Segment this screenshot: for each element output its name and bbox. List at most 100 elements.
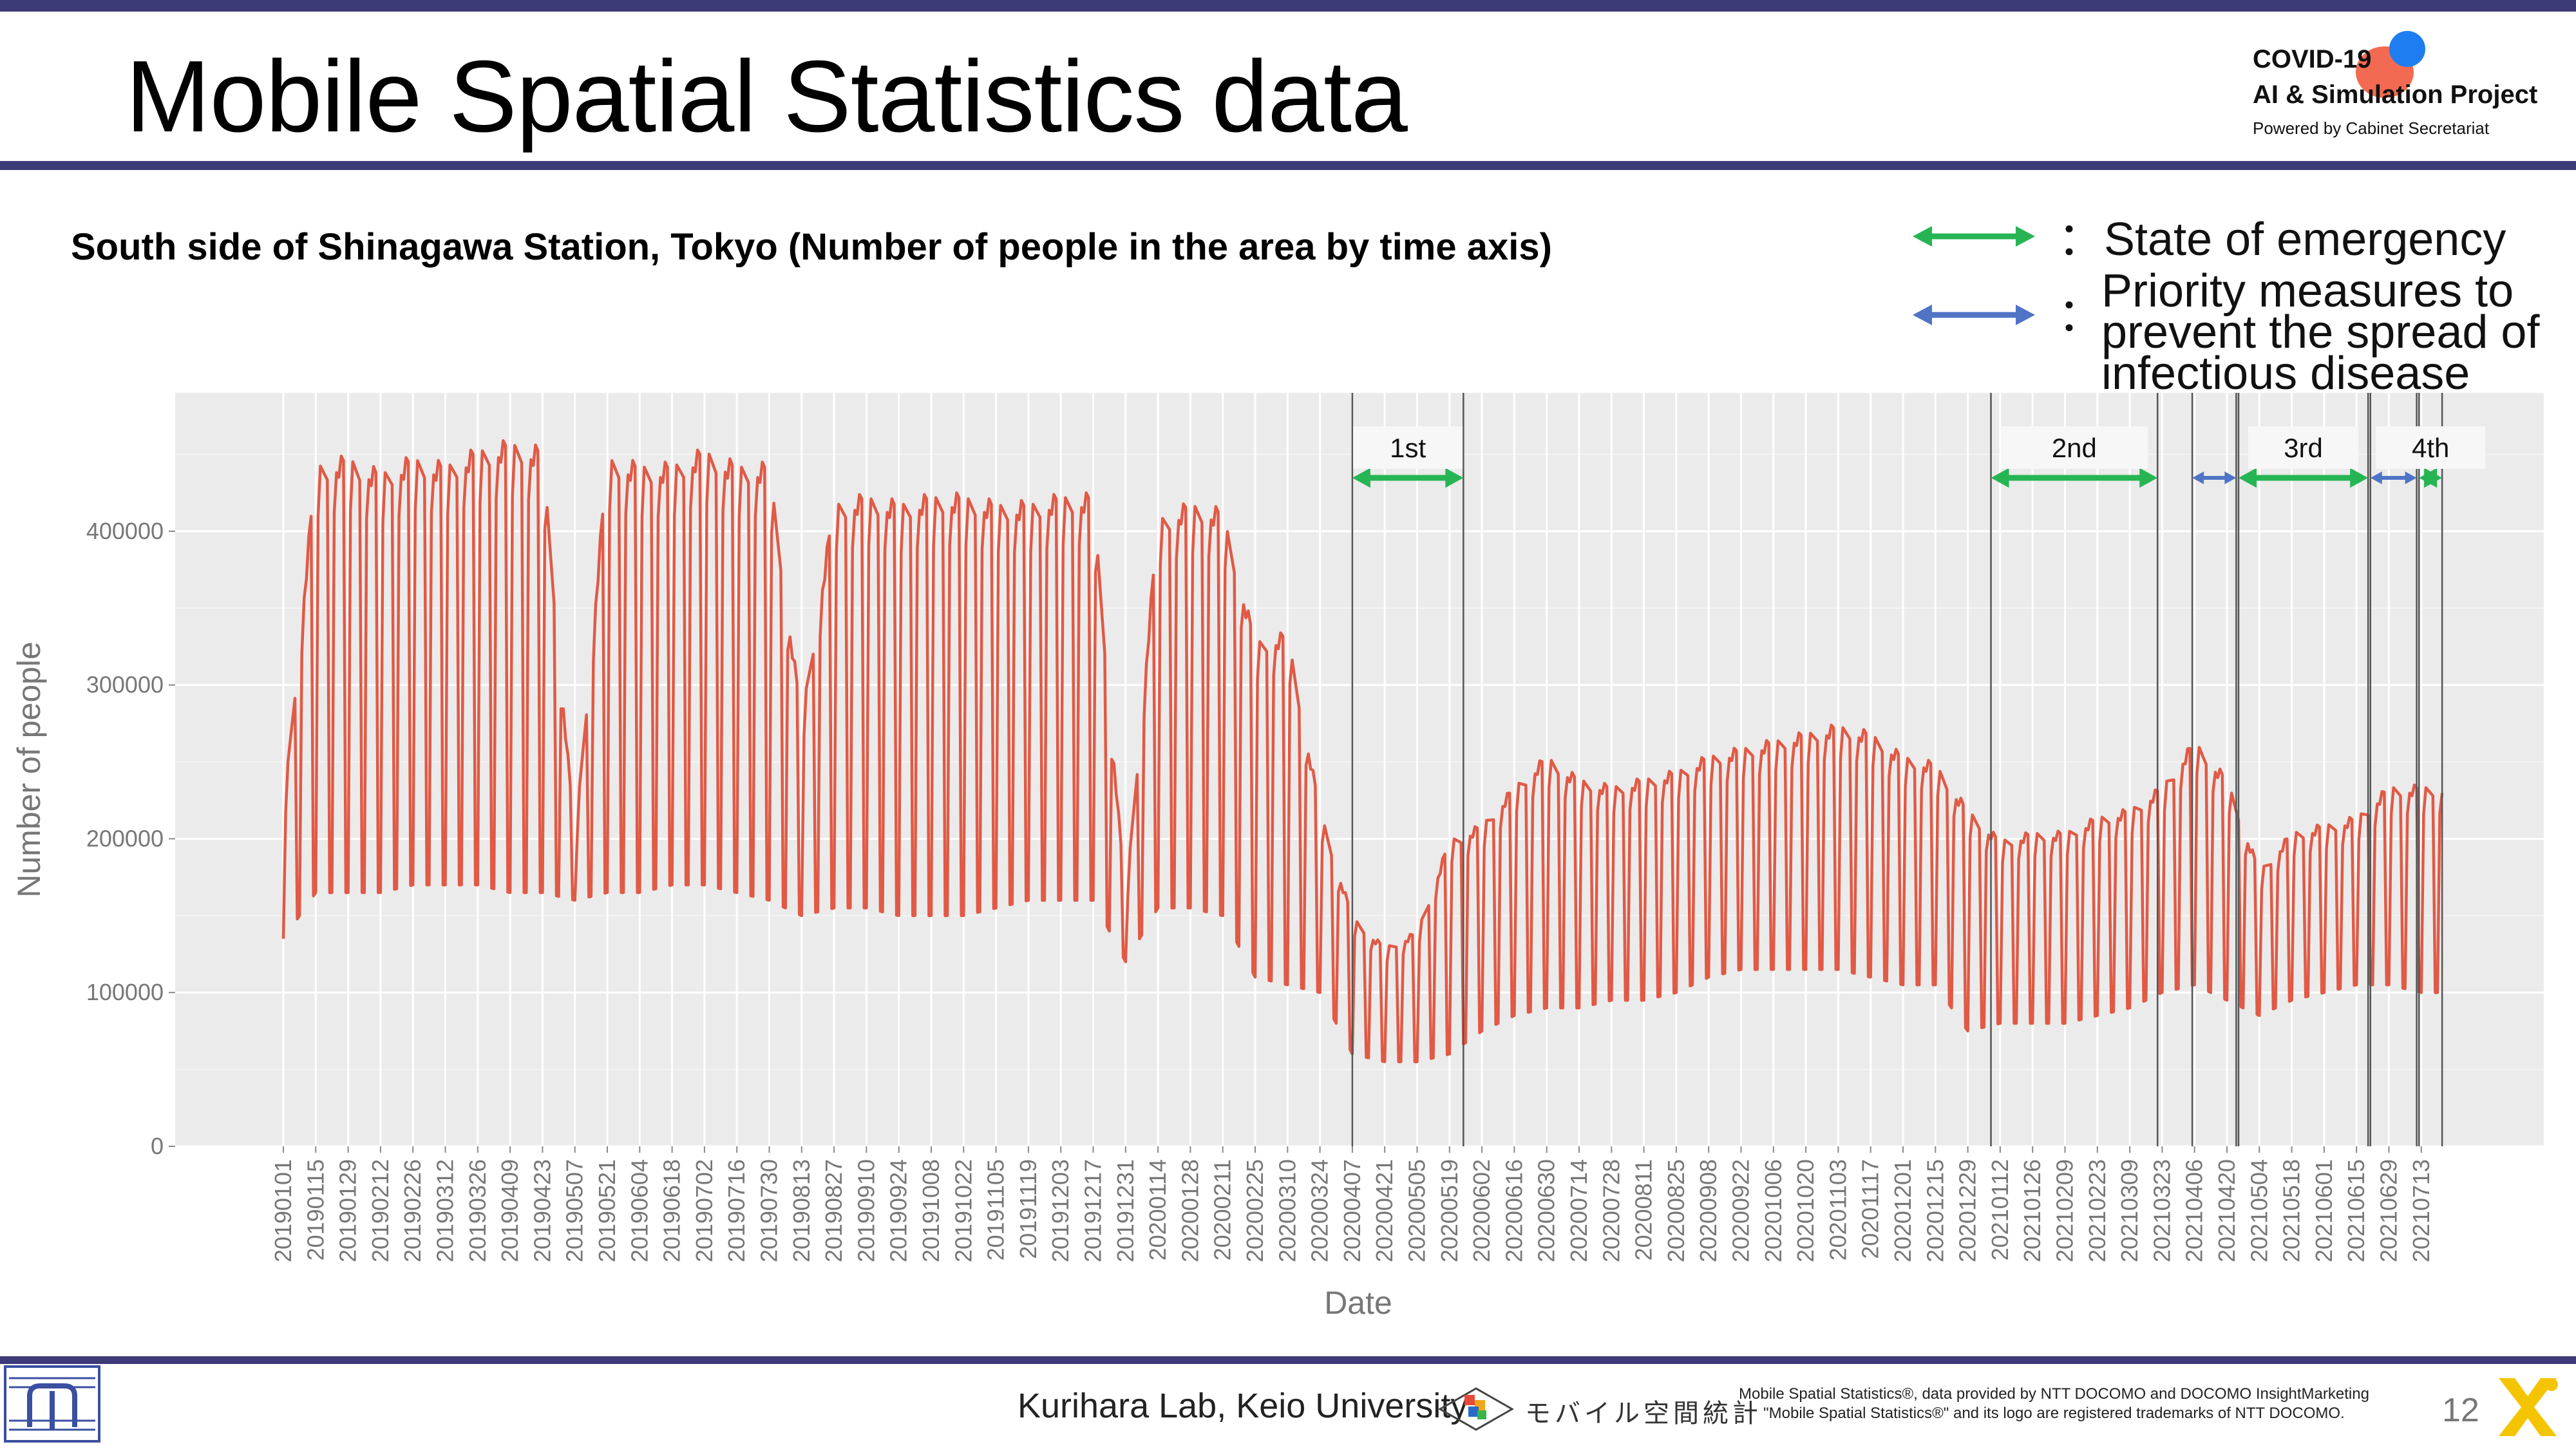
x-tick-label: 20200310: [1274, 1159, 1300, 1262]
x-tick-label: 20210309: [2116, 1159, 2143, 1262]
x-tick-label: 20210406: [2181, 1159, 2208, 1262]
x-tick-label: 20200225: [1242, 1159, 1268, 1262]
x-tick-label: 20200728: [1598, 1159, 1624, 1262]
x-tick-label: 20210504: [2246, 1159, 2272, 1262]
keio-lab-logo: [4, 1365, 100, 1443]
x-tick-label: 20200616: [1501, 1159, 1527, 1262]
x-tick-label: 20190924: [886, 1159, 912, 1262]
x-tick-label: 20200908: [1695, 1159, 1721, 1262]
period-label: 3rd: [2284, 433, 2323, 463]
x-tick-label: 20190730: [756, 1159, 782, 1262]
x-tick-label: 20210223: [2084, 1159, 2110, 1262]
x-tick-label: 20200714: [1566, 1159, 1592, 1262]
legend-priority-line-1: Priority measures to: [2101, 265, 2514, 317]
covid-project-logo: COVID-19 AI & Simulation Project Powered…: [2253, 31, 2538, 138]
x-tick-label: 20201103: [1824, 1159, 1851, 1261]
x-tick-label: 20200128: [1177, 1159, 1203, 1262]
line-chart: 0 100000 200000 300000 400000 20190101 2019011…: [11, 393, 2544, 1321]
copyright-note: Mobile Spatial Statistics®, data provide…: [1739, 1385, 2369, 1423]
x-tick-label: 20210518: [2278, 1159, 2305, 1262]
y-tick-label: 0: [151, 1133, 164, 1159]
copyright-note-line-1: Mobile Spatial Statistics®, data provide…: [1739, 1385, 2369, 1403]
x-tick-label: 20200407: [1339, 1159, 1365, 1262]
period-arrow-head: [2238, 468, 2257, 488]
x-tick-label: 20210126: [2019, 1159, 2045, 1262]
period-arrow-head: [2424, 468, 2443, 488]
x-tick-label: 20210323: [2148, 1159, 2175, 1262]
legend-priority-arrow: [1913, 305, 2035, 325]
footer-divider: [0, 1356, 2576, 1364]
x-tick-label: 20190702: [691, 1159, 717, 1262]
chart-subtitle: South side of Shinagawa Station, Tokyo (…: [71, 226, 1552, 268]
period-label: 1st: [1390, 433, 1426, 463]
x-tick-label: 20200211: [1209, 1159, 1236, 1261]
x-tick-label: 20190409: [497, 1159, 523, 1262]
x-tick-label: 20210713: [2408, 1159, 2434, 1262]
x-tick-label: 20190521: [594, 1159, 620, 1262]
x-tick-label: 20200421: [1371, 1159, 1397, 1262]
x-tick-label: 20210615: [2343, 1159, 2369, 1262]
legend-priority-line-2: prevent the spread of: [2101, 307, 2540, 358]
period-label: 4th: [2412, 433, 2449, 463]
x-tick-label: 20190212: [367, 1159, 393, 1262]
x-tick-label: 20201215: [1922, 1159, 1948, 1262]
x-tick-label: 20200825: [1663, 1159, 1689, 1262]
x-tick-label: 20190827: [820, 1159, 847, 1262]
copyright-note-line-2: "Mobile Spatial Statistics®" and its log…: [1763, 1405, 2345, 1422]
header-divider: [0, 161, 2576, 170]
mobile-spatial-logo-icon: [1437, 1387, 1515, 1431]
legend-emergency-arrow: [1913, 226, 2035, 247]
x-tick-label: 20191231: [1112, 1159, 1139, 1262]
logo-line-3: Powered by Cabinet Secretariat: [2253, 118, 2490, 138]
x-tick-label: 20201201: [1889, 1159, 1916, 1262]
x-tick-label: 20190129: [335, 1159, 361, 1262]
x-tick-label: 20191203: [1047, 1159, 1074, 1262]
legend-priority-line-3: infectious disease: [2101, 348, 2470, 399]
x-tick-label: 20210420: [2213, 1159, 2240, 1262]
x-tick-label: 20201020: [1792, 1159, 1819, 1262]
x-tick-label: 20190618: [659, 1159, 685, 1262]
period-label-box: [2376, 426, 2486, 469]
x-tick-label: 20201006: [1760, 1159, 1786, 1262]
x-tick-label: 20190910: [853, 1159, 879, 1262]
x-tick-label: 20200324: [1307, 1159, 1333, 1262]
x-tick-label: 20200519: [1436, 1159, 1463, 1262]
logo-dot-blue: [2389, 31, 2425, 67]
y-tick-label: 200000: [86, 825, 164, 851]
x-tick-label: 20200602: [1468, 1159, 1495, 1262]
period-arrow-head: [1991, 468, 2009, 488]
x-tick-label: 20210601: [2311, 1159, 2337, 1262]
y-tick-label: 100000: [86, 979, 164, 1005]
x-tick-label: 20201229: [1955, 1159, 1981, 1262]
footer-lab-name: Kurihara Lab, Keio University: [1018, 1387, 1468, 1425]
y-tick-label: 400000: [86, 518, 164, 544]
x-tick-label: 20200114: [1144, 1159, 1171, 1261]
x-tick-label: 20210112: [1987, 1159, 2013, 1261]
x-tick-label: 20201117: [1857, 1159, 1884, 1259]
period-arrow-head: [2192, 471, 2204, 484]
period-label-box: [1353, 426, 1463, 469]
x-tick-label: 20210209: [2052, 1159, 2078, 1262]
period-arrow-head: [2139, 468, 2158, 488]
x-tick-label: 20200630: [1533, 1159, 1560, 1262]
y-tick-label: 300000: [86, 672, 164, 698]
y-axis-title: Number of people: [11, 641, 47, 897]
logo-line-2: AI & Simulation Project: [2253, 80, 2538, 109]
legend-emergency-label: ：State of emergency: [2058, 214, 2506, 265]
x-tick-label: 20191008: [918, 1159, 944, 1262]
period-arrow-head: [2370, 471, 2382, 484]
period-arrow-head: [2224, 471, 2237, 484]
plot-panel: [175, 393, 2544, 1146]
x-tick-label: 20191217: [1080, 1159, 1106, 1262]
x-tick-label: 20190716: [723, 1159, 750, 1262]
logo-line-1: COVID-19: [2253, 45, 2372, 73]
x-tick-label: 20200811: [1631, 1159, 1657, 1261]
page-number: 12: [2442, 1392, 2479, 1429]
x-tick-label: 20191105: [983, 1159, 1009, 1261]
top-border: [0, 0, 2576, 12]
legend-priority-colon: ：: [2058, 290, 2105, 341]
x-tick-label: 20210629: [2376, 1159, 2402, 1262]
x-tick-label: 20190312: [432, 1159, 459, 1262]
x-tick-label: 20190326: [464, 1159, 491, 1262]
x-tick-label: 20200922: [1728, 1159, 1754, 1262]
